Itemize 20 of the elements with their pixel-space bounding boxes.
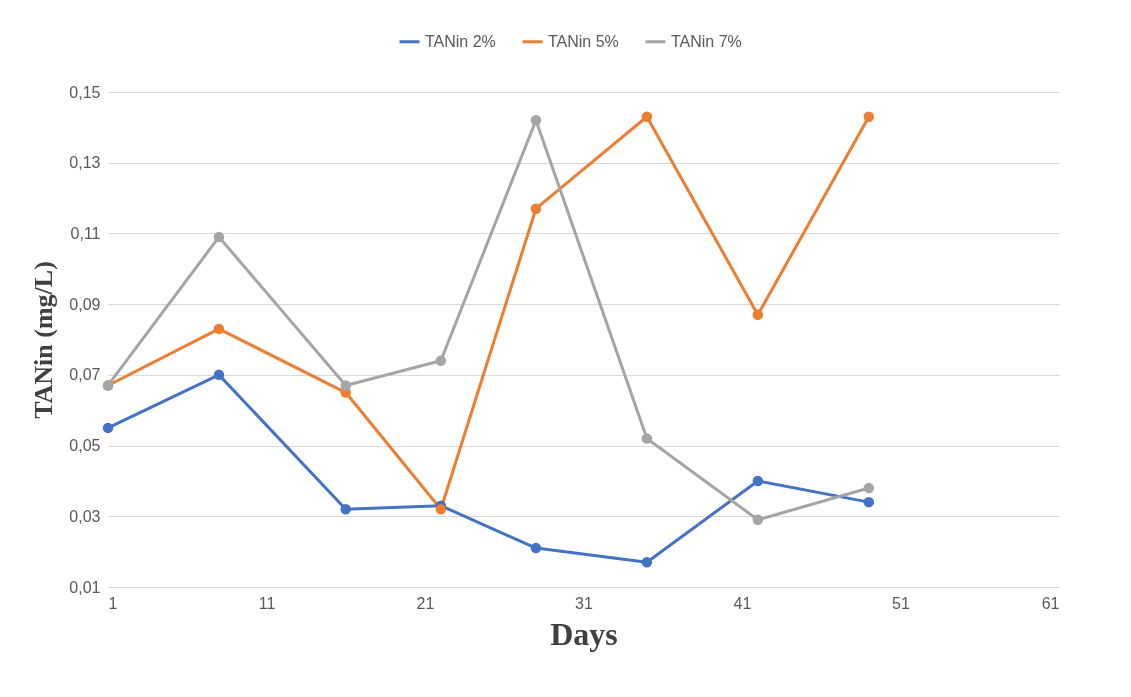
y-axis-title: TANin (mg/L) [29,261,59,419]
y-tick-label: 0,03 [69,507,101,525]
legend-label: TANin 7% [671,32,742,50]
y-tick-label: 0,07 [69,366,101,384]
x-tick-label: 31 [575,594,593,612]
y-tick-label: 0,15 [69,83,101,101]
x-tick-label: 51 [892,594,910,612]
legend-label: TANin 5% [548,32,619,50]
y-tick-label: 0,11 [70,224,101,242]
x-tick-label: 41 [733,594,752,612]
y-tick-label: 0,05 [69,437,101,455]
x-axis-title: Days [550,615,618,652]
y-tick-label: 0,01 [69,578,101,596]
x-tick-label: 21 [416,594,435,612]
x-tick-label: 1 [108,594,118,612]
x-tick-label: 11 [258,594,276,612]
y-tick-label: 0,13 [69,154,101,172]
legend-label: TANin 2% [425,32,496,50]
x-tick-label: 61 [1041,594,1060,612]
y-tick-label: 0,09 [69,295,101,313]
